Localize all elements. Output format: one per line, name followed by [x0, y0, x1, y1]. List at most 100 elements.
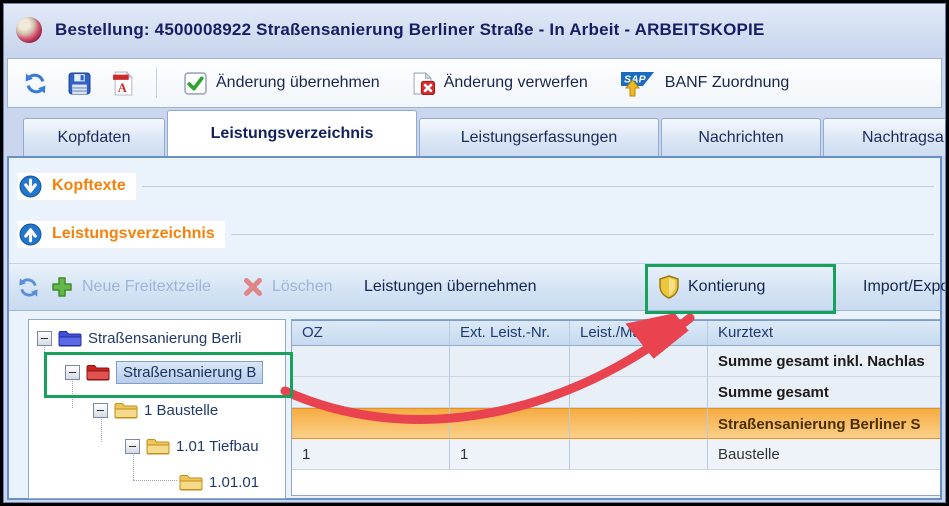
- lv-positions-table: OZ Ext. Leist.-Nr. Leist./Mat.-Nr. Kurzt…: [291, 319, 940, 496]
- tree-node-position[interactable]: 1.01.01: [179, 468, 259, 496]
- table-header-row: OZ Ext. Leist.-Nr. Leist./Mat.-Nr. Kurzt…: [292, 320, 940, 346]
- column-header-oz[interactable]: OZ: [292, 321, 450, 345]
- section-rule: [230, 233, 934, 235]
- tree-node-root[interactable]: Straßensanierung Berli: [37, 324, 241, 352]
- blue-folder-icon: [58, 331, 82, 347]
- tab-label: Nachtragsan: [862, 129, 946, 146]
- save-icon: [68, 72, 90, 94]
- refresh-icon: [25, 73, 45, 93]
- delete-label: Löschen: [272, 278, 333, 295]
- yellow-folder-icon: [114, 403, 138, 419]
- tab-kopfdaten[interactable]: Kopfdaten: [23, 118, 165, 156]
- discard-x-icon: [413, 71, 435, 95]
- apply-changes-label: Änderung übernehmen: [216, 74, 380, 91]
- banf-assignment-button[interactable]: SAP BANF Zuordnung: [611, 70, 799, 97]
- tree-node-label: Straßensanierung Berli: [88, 329, 242, 347]
- tab-label: Leistungsverzeichnis: [210, 125, 374, 142]
- expand-down-icon[interactable]: [19, 175, 42, 198]
- tab-nachtragsangebote[interactable]: Nachtragsan: [823, 118, 946, 156]
- cell-mat[interactable]: [570, 408, 708, 439]
- tab-leistungserfassungen[interactable]: Leistungserfassungen: [419, 118, 659, 156]
- tree-node-tiefbau[interactable]: 1.01 Tiefbau: [125, 432, 259, 460]
- pdf-export-button[interactable]: A: [108, 66, 138, 100]
- collapse-expander-icon[interactable]: [37, 330, 52, 346]
- cell-kurztext[interactable]: Straßensanierung Berliner S: [708, 408, 940, 439]
- discard-changes-button[interactable]: Änderung verwerfen: [403, 71, 597, 95]
- tree-node-label: Straßensanierung B: [116, 360, 264, 384]
- tree-connector: [101, 414, 102, 442]
- collapse-expander-icon[interactable]: [65, 364, 80, 380]
- cell-ext[interactable]: 1: [450, 439, 570, 470]
- cell-ext[interactable]: [450, 408, 570, 439]
- apply-check-icon: [184, 71, 207, 95]
- column-header-leist-mat-nr[interactable]: Leist./Mat.-Nr.: [570, 321, 708, 345]
- content-area: Kopftexte Leistungsverzeichnis: [7, 156, 945, 500]
- table-row[interactable]: Summe gesamt: [292, 377, 940, 408]
- collapse-up-icon[interactable]: [19, 223, 42, 246]
- table-row-highlighted[interactable]: Straßensanierung Berliner S: [292, 408, 940, 439]
- table-row[interactable]: 1 1 Baustelle: [292, 439, 940, 470]
- tree-node-selected[interactable]: Straßensanierung B: [65, 358, 264, 386]
- cell-oz[interactable]: [292, 346, 450, 377]
- discard-changes-label: Änderung verwerfen: [443, 74, 588, 91]
- kontierung-button[interactable]: Kontierung: [659, 264, 765, 310]
- tree-connector: [133, 480, 177, 481]
- app-icon: [16, 17, 42, 43]
- tree-node-label: 1 Baustelle: [144, 401, 219, 419]
- svg-text:A: A: [117, 80, 126, 94]
- section-rule: [141, 185, 934, 187]
- tree-node-baustelle[interactable]: 1 Baustelle: [93, 396, 218, 424]
- table-body: Summe gesamt inkl. Nachlas Summe gesamt …: [292, 346, 940, 470]
- svg-text:SAP: SAP: [624, 73, 647, 85]
- tree-connector: [72, 376, 73, 408]
- lv-refresh-button[interactable]: [17, 264, 40, 310]
- apply-changes-button[interactable]: Änderung übernehmen: [175, 71, 389, 95]
- section-leistungsverzeichnis[interactable]: Leistungsverzeichnis: [17, 219, 934, 249]
- cell-mat[interactable]: [570, 439, 708, 470]
- save-button[interactable]: [64, 66, 94, 100]
- cell-oz[interactable]: [292, 408, 450, 439]
- tab-label: Nachrichten: [698, 129, 784, 146]
- import-export-button[interactable]: Import/Export: [863, 264, 945, 310]
- cell-oz[interactable]: 1: [292, 439, 450, 470]
- section-kopftexte[interactable]: Kopftexte: [17, 171, 934, 201]
- tab-nachrichten[interactable]: Nachrichten: [661, 118, 821, 156]
- red-folder-icon: [86, 365, 110, 381]
- refresh-button[interactable]: [20, 66, 50, 100]
- cell-ext[interactable]: [450, 377, 570, 408]
- cell-ext[interactable]: [450, 346, 570, 377]
- application-window: Bestellung: 4500008922 Straßensanierung …: [3, 3, 946, 503]
- collapse-expander-icon[interactable]: [93, 402, 108, 418]
- section-title: Kopftexte: [52, 177, 126, 194]
- column-header-kurztext[interactable]: Kurztext: [718, 324, 774, 341]
- table-row[interactable]: Summe gesamt inkl. Nachlas: [292, 346, 940, 377]
- collapse-expander-icon[interactable]: [125, 438, 140, 454]
- tab-label: Kopfdaten: [57, 129, 131, 146]
- new-freitext-label: Neue Freitextzeile: [82, 278, 211, 295]
- delete-button[interactable]: Löschen: [243, 264, 333, 310]
- tab-strip: Kopfdaten Leistungsverzeichnis Leistungs…: [7, 110, 945, 156]
- cell-kurztext[interactable]: Summe gesamt: [708, 377, 940, 408]
- tab-leistungsverzeichnis[interactable]: Leistungsverzeichnis: [167, 110, 417, 156]
- lv-toolbar: Neue Freitextzeile Löschen Leistungen üb…: [9, 263, 945, 311]
- new-freitext-button[interactable]: Neue Freitextzeile: [51, 264, 211, 310]
- shield-icon: [659, 275, 679, 299]
- cell-kurztext[interactable]: Baustelle: [708, 439, 940, 470]
- window-title: Bestellung: 4500008922 Straßensanierung …: [55, 20, 765, 39]
- tab-label: Leistungserfassungen: [460, 129, 618, 146]
- refresh-icon: [19, 277, 38, 297]
- take-over-services-label: Leistungen übernehmen: [364, 278, 537, 295]
- yellow-folder-icon: [179, 475, 203, 491]
- cell-oz[interactable]: [292, 377, 450, 408]
- tree-connector: [133, 448, 134, 480]
- column-header-ext-leist-nr[interactable]: Ext. Leist.-Nr.: [450, 321, 570, 345]
- plus-icon: [52, 277, 72, 297]
- cell-kurztext[interactable]: Summe gesamt inkl. Nachlas: [708, 346, 940, 377]
- cell-mat[interactable]: [570, 377, 708, 408]
- kontierung-label: Kontierung: [688, 278, 766, 295]
- take-over-services-button[interactable]: Leistungen übernehmen: [364, 264, 537, 310]
- cell-mat[interactable]: [570, 346, 708, 377]
- sap-banf-icon: SAP: [620, 71, 654, 96]
- delete-x-icon: [244, 278, 262, 296]
- tree-node-label: 1.01 Tiefbau: [176, 437, 259, 455]
